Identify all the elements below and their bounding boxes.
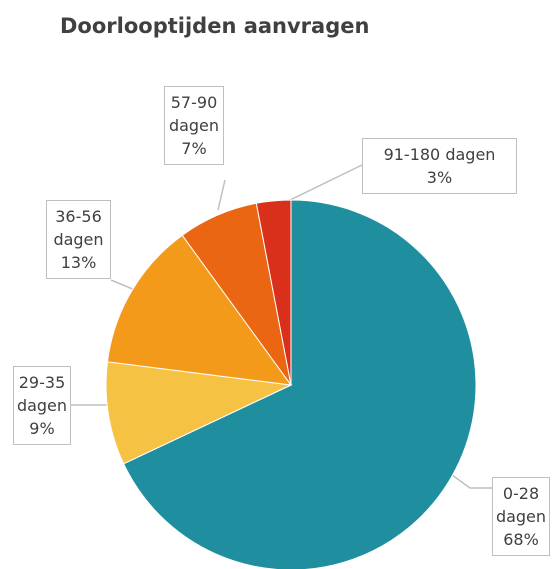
data-label: 57-90 dagen 7% — [164, 86, 224, 165]
category-label: 29-35 dagen — [16, 373, 68, 415]
pie-slice — [105, 361, 293, 465]
leader-line — [110, 279, 136, 291]
leader-line — [217, 179, 226, 211]
value-label: 3% — [426, 168, 453, 187]
data-label: 0-28 dagen 68% — [492, 477, 550, 556]
chart-title: Doorlooptijden aanvragen — [60, 14, 370, 38]
value-label: 68% — [503, 530, 539, 549]
leader-line — [275, 164, 363, 203]
data-label: 29-35 dagen 9% — [13, 366, 71, 445]
value-label: 9% — [29, 419, 55, 438]
data-label: 91-180 dagen 3% — [362, 138, 517, 194]
value-label: 7% — [181, 139, 207, 158]
pie-slice — [106, 234, 293, 386]
data-label: 36-56 dagen 13% — [46, 200, 111, 279]
category-label: 91-180 dagen — [383, 145, 496, 164]
category-label: 0-28 dagen — [495, 484, 547, 526]
value-label: 13% — [60, 253, 97, 272]
pie-slice — [122, 199, 477, 569]
leader-line — [451, 474, 492, 489]
category-label: 36-56 dagen — [53, 207, 104, 249]
category-label: 57-90 dagen — [168, 93, 220, 135]
pie-slice — [255, 199, 292, 386]
